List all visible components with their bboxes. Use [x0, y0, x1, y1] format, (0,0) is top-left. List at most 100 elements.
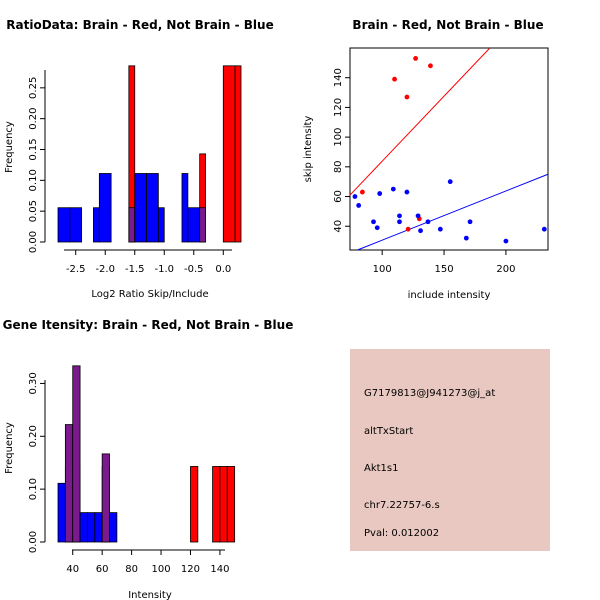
ratio-histogram-not-brain-bar-0: [57, 207, 71, 243]
scatter-y-tick-label-0: 40: [333, 220, 344, 233]
scatter-not-brain-point-6: [397, 213, 402, 219]
ratio-histogram-brain-bar-3: [234, 65, 242, 243]
scatter-not-brain-point-11: [425, 219, 431, 225]
intensity-histogram-brain-bar-3: [190, 466, 199, 543]
intensity-histogram-not-brain-bar-5: [94, 512, 103, 543]
ratio-histogram-not-brain-bar-3: [98, 173, 112, 243]
ratio-histogram-x-tick-label-3: -1.0: [155, 264, 175, 275]
scatter-not-brain-point-8: [404, 189, 410, 195]
scatter-not-brain-point-17: [541, 226, 547, 232]
intensity-histogram-y-ticks: 0.00 0.10 0.20 0.30: [28, 372, 45, 553]
ratio-histogram-y-tick-label-1: 0.05: [28, 200, 39, 222]
intensity-histogram-x-label: Intensity: [128, 590, 172, 600]
scatter-not-brain-point-3: [374, 225, 380, 231]
scatter-not-brain-point-2: [371, 219, 376, 225]
scatter-brain-fit-line: [349, 47, 491, 196]
scatter-x-ticks: 100 150 200: [373, 250, 515, 275]
ratio-histogram-y-tick-label-2: 0.10: [28, 169, 39, 191]
intensity-histogram-x-tick-label-5: 140: [210, 564, 229, 575]
ratio-histogram-not-brain-bar-1: [69, 207, 83, 243]
scatter-y-tick-label-1: 60: [333, 190, 344, 203]
ratio-histogram-y-tick-label-3: 0.15: [28, 138, 39, 160]
info-panel: G7179813@J941273@j_at altTxStart Akt1s1 …: [350, 349, 550, 551]
intensity-histogram-y-tick-label-0: 0.00: [28, 531, 39, 553]
ratio-histogram-not-brain-bar-7: [157, 207, 165, 243]
intensity-histogram-brain-bar-4: [212, 466, 221, 543]
ratio-histogram-y-tick-label-4: 0.20: [28, 108, 39, 130]
ratio-histogram-y-tick-label-0: 0.00: [28, 231, 39, 253]
intensity-histogram-not-brain-bar-1: [64, 424, 74, 543]
scatter-brain-point-2: [404, 94, 410, 100]
intensity-histogram-not-brain-bar-3: [79, 512, 88, 543]
ratio-histogram-y-ticks: 0.00 0.05 0.10 0.15 0.20 0.25: [28, 77, 45, 253]
gene-name-text: Akt1s1: [364, 463, 399, 474]
intensity-histogram-not-brain-bar-6: [101, 453, 110, 543]
ratio-histogram-x-tick-label-1: -2.0: [95, 264, 115, 275]
scatter-not-brain-point-15: [467, 219, 473, 225]
scatter-x-label: include intensity: [408, 290, 491, 301]
ratio-histogram-x-label: Log2 Ratio Skip/Include: [91, 289, 208, 300]
scatter-y-tick-label-2: 80: [333, 160, 344, 173]
scatter-brain-point-0: [359, 189, 365, 195]
intensity-histogram-brain-bar-6: [226, 466, 236, 543]
scatter-y-label: skip intensity: [303, 116, 314, 183]
scatter-y-tick-label-5: 140: [333, 68, 344, 87]
ratio-histogram-not-brain-bar-5: [134, 173, 147, 243]
scatter-not-brain-point-16: [503, 238, 509, 244]
ratio-histogram-not-brain-bar-2: [93, 207, 100, 243]
ratio-histogram-not-brain-bar-10: [199, 207, 206, 243]
scatter-title: Brain - Red, Not Brain - Blue: [352, 18, 543, 32]
intensity-histogram-x-tick-label-3: 100: [151, 564, 170, 575]
ratio-histogram-title: RatioData: Brain - Red, Not Brain - Blue: [6, 18, 273, 32]
scatter-panel: Brain - Red, Not Brain - Blue 100 150 200 …: [303, 18, 549, 301]
ratio-histogram-x-tick-label-5: 0.0: [215, 264, 231, 275]
intensity-histogram-not-brain-bar-7: [109, 512, 118, 543]
intensity-histogram-x-tick-label-1: 60: [96, 564, 109, 575]
intensity-histogram-y-tick-label-1: 0.10: [28, 478, 39, 500]
intensity-histogram-y-label: Frequency: [4, 422, 15, 474]
scatter-not-brain-point-1: [356, 203, 362, 208]
scatter-x-tick-label-0: 100: [373, 264, 392, 275]
scatter-not-brain-point-0: [352, 194, 358, 199]
scatter-brain-point-4: [428, 63, 433, 69]
scatter-not-brain-fit-line: [357, 173, 549, 251]
scatter-not-brain-point-14: [463, 235, 469, 241]
scatter-x-tick-label-2: 200: [496, 264, 515, 275]
ratio-histogram-not-brain-bar-9: [187, 207, 201, 243]
scatter-not-brain-point-9: [415, 213, 421, 219]
intensity-histogram-not-brain-bar-2: [72, 365, 81, 543]
scatter-not-brain-point-10: [418, 228, 423, 234]
ratio-histogram-y-label: Frequency: [4, 121, 15, 173]
scatter-not-brain-point-4: [377, 191, 383, 196]
pval-text: Pval: 0.012002: [364, 528, 439, 539]
intensity-histogram-x-tick-label-4: 120: [181, 564, 200, 575]
scatter-brain-point-5: [405, 226, 411, 232]
ratio-histogram-not-brain-bar-6: [146, 173, 159, 243]
ratio-histogram-bars: [57, 65, 242, 243]
intensity-histogram-not-brain-bar-0: [57, 482, 66, 543]
scatter-points: [352, 55, 547, 244]
intensity-histogram-title: Gene Itensity: Brain - Red, Not Brain - …: [3, 318, 294, 332]
scatter-y-ticks: 40 60 80 100 120 140: [333, 68, 350, 233]
ratio-histogram-x-tick-label-4: -0.5: [184, 264, 204, 275]
intensity-histogram-x-ticks: 40 60 80 100 120 140: [66, 550, 229, 575]
scatter-brain-point-3: [413, 55, 418, 61]
scatter-y-tick-label-4: 120: [333, 98, 344, 117]
scatter-x-tick-label-1: 150: [435, 264, 454, 275]
intensity-histogram-y-tick-label-2: 0.20: [28, 425, 39, 447]
scatter-brain-point-1: [392, 76, 397, 82]
intensity-histogram-not-brain-bar-4: [87, 512, 96, 543]
scatter-fit-lines: [349, 47, 549, 251]
location-text: chr7.22757-6.s: [364, 500, 440, 511]
intensity-histogram-y-tick-label-3: 0.30: [28, 372, 39, 394]
info-panel-background: [350, 349, 550, 551]
scatter-not-brain-point-5: [390, 186, 396, 192]
scatter-y-tick-label-3: 100: [333, 128, 344, 147]
ratio-histogram-not-brain-bar-4: [128, 207, 136, 243]
scatter-plot-frame: [349, 47, 549, 251]
intensity-histogram-brain-bar-5: [219, 466, 228, 543]
ratio-histogram-x-tick-label-2: -1.5: [125, 264, 145, 275]
intensity-histogram-panel: Gene Itensity: Brain - Red, Not Brain - …: [3, 318, 294, 600]
scatter-not-brain-point-13: [447, 179, 453, 185]
